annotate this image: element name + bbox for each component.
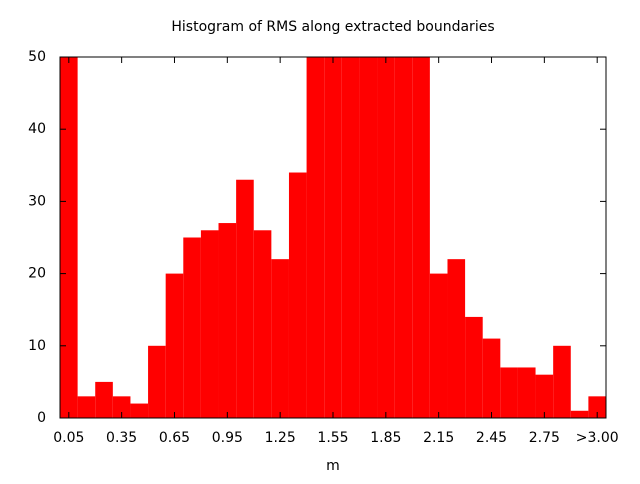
x-tick-label: 0.05	[53, 430, 84, 446]
y-tick-label: 0	[37, 410, 46, 426]
bar	[447, 259, 466, 418]
bar	[324, 57, 342, 418]
bar	[588, 396, 606, 418]
bar	[377, 57, 395, 418]
chart-title: Histogram of RMS along extracted boundar…	[171, 19, 494, 35]
bar	[500, 367, 518, 418]
bar	[482, 338, 501, 418]
bar	[271, 259, 289, 418]
bar	[412, 57, 430, 418]
bar	[359, 57, 378, 418]
x-tick-label: 0.95	[212, 430, 243, 446]
bar	[253, 230, 272, 418]
bar	[130, 403, 149, 418]
bar	[236, 179, 254, 418]
x-tick-label: 1.55	[317, 430, 348, 446]
y-tick-label: 50	[28, 49, 46, 65]
x-tick-label: 0.35	[106, 430, 137, 446]
bar	[535, 374, 554, 418]
bar	[112, 396, 131, 418]
x-tick-label: >3.00	[576, 430, 619, 446]
y-tick-label: 10	[28, 338, 46, 354]
x-tick-label: 1.85	[370, 430, 401, 446]
bar	[200, 230, 219, 418]
bar	[77, 396, 96, 418]
bar	[306, 57, 325, 418]
bar	[95, 381, 113, 418]
x-tick-label: 0.65	[159, 430, 190, 446]
x-tick-label: 1.25	[265, 430, 296, 446]
bar	[394, 57, 413, 418]
x-tick-label: 2.15	[423, 430, 454, 446]
bar	[148, 345, 166, 418]
y-tick-label: 30	[28, 193, 46, 209]
bar	[183, 237, 201, 418]
bar	[465, 316, 483, 418]
bar	[218, 223, 237, 418]
bar	[429, 273, 448, 418]
x-tick-label: 2.75	[529, 430, 560, 446]
bar	[341, 57, 360, 418]
y-tick-label: 40	[28, 121, 46, 137]
bar	[570, 410, 589, 418]
bar	[517, 367, 536, 418]
bar	[553, 345, 571, 418]
y-tick-label: 20	[28, 266, 46, 282]
x-axis-label: m	[326, 458, 340, 474]
bar	[60, 57, 78, 418]
bar	[165, 273, 184, 418]
x-tick-label: 2.45	[476, 430, 507, 446]
bar	[288, 172, 307, 418]
